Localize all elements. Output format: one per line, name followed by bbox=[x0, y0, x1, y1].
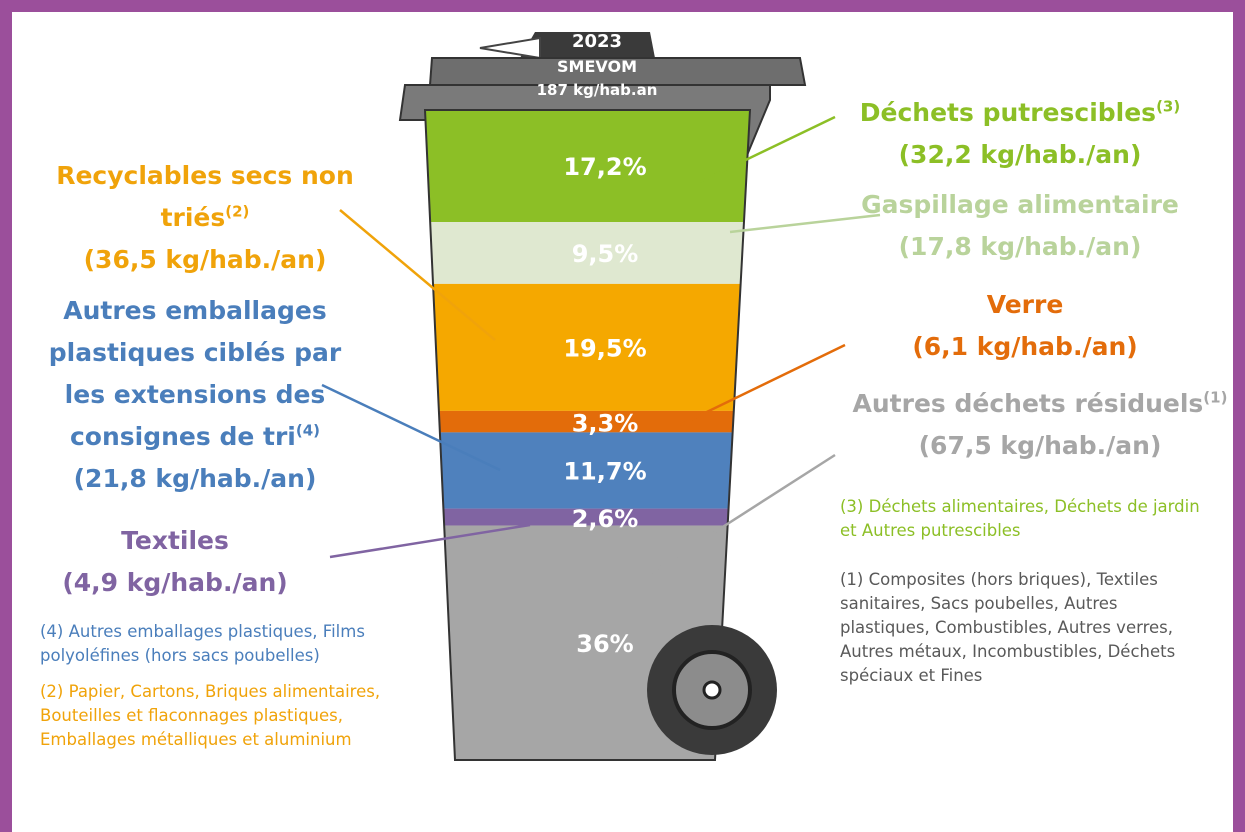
stage: 2023 SMEVOM 187 kg/hab.an 17,2% 9,5% 19,5%… bbox=[0, 0, 1245, 832]
series-note: (2) bbox=[225, 203, 249, 221]
footnote: (1) Composites (hors briques), Textiles … bbox=[840, 568, 1190, 688]
footnote: (3) Déchets alimentaires, Déchets de jar… bbox=[840, 495, 1200, 543]
series-name: Gaspillage alimentaire bbox=[861, 190, 1179, 219]
series-label: Autres emballages plastiques ciblés par … bbox=[45, 290, 345, 500]
series-name: Recyclables secs non triés bbox=[56, 161, 354, 232]
series-name: Textiles bbox=[121, 526, 229, 555]
value-label: 19,5% bbox=[563, 334, 646, 362]
series-label: Textiles (4,9 kg/hab./an) bbox=[25, 520, 325, 604]
series-note: (4) bbox=[296, 422, 320, 440]
value-label: 9,5% bbox=[572, 240, 639, 268]
value-label: 17,2% bbox=[563, 153, 646, 181]
value-label: 36% bbox=[576, 630, 633, 658]
value-label: 2,6% bbox=[572, 505, 639, 533]
wheel-axle bbox=[704, 682, 720, 698]
series-label: Gaspillage alimentaire (17,8 kg/hab./an) bbox=[840, 184, 1200, 268]
series-name: Autres déchets résiduels bbox=[853, 389, 1204, 418]
series-name: Déchets putrescibles bbox=[860, 98, 1156, 127]
series-label: Autres déchets résiduels(1) (67,5 kg/hab.… bbox=[830, 383, 1245, 467]
series-label: Recyclables secs non triés(2) (36,5 kg/ha… bbox=[55, 155, 355, 281]
year: 2023 bbox=[572, 31, 622, 52]
series-amount: (36,5 kg/hab./an) bbox=[84, 245, 327, 274]
series-note: (1) bbox=[1203, 389, 1227, 407]
value-label: 3,3% bbox=[572, 410, 639, 438]
series-label: Déchets putrescibles(3) (32,2 kg/hab./an) bbox=[840, 92, 1200, 176]
value-label: 11,7% bbox=[563, 457, 646, 485]
series-amount: (67,5 kg/hab./an) bbox=[919, 431, 1162, 460]
series-amount: (4,9 kg/hab./an) bbox=[62, 568, 287, 597]
footnote: (4) Autres emballages plastiques, Films … bbox=[40, 620, 420, 668]
series-amount: (17,8 kg/hab./an) bbox=[899, 232, 1142, 261]
lid-handle bbox=[480, 38, 540, 58]
series-note: (3) bbox=[1156, 98, 1180, 116]
series-amount: (21,8 kg/hab./an) bbox=[74, 464, 317, 493]
subtitle: 187 kg/hab.an bbox=[537, 81, 658, 99]
title: SMEVOM bbox=[557, 57, 637, 76]
footnote: (2) Papier, Cartons, Briques alimentaire… bbox=[40, 680, 410, 752]
series-amount: (6,1 kg/hab./an) bbox=[912, 332, 1137, 361]
series-name: Verre bbox=[987, 290, 1064, 319]
series-label: Verre (6,1 kg/hab./an) bbox=[875, 284, 1175, 368]
page: 2023 SMEVOM 187 kg/hab.an 17,2% 9,5% 19,5%… bbox=[0, 0, 1245, 832]
series-amount: (32,2 kg/hab./an) bbox=[899, 140, 1142, 169]
